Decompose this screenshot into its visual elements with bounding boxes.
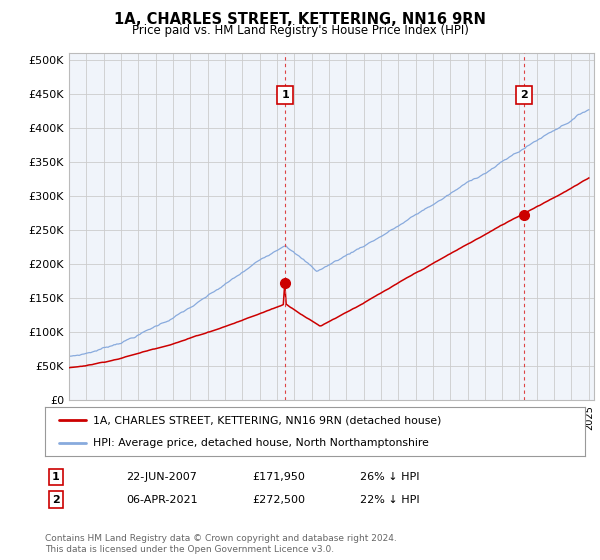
Text: 22% ↓ HPI: 22% ↓ HPI [360, 494, 419, 505]
Text: Contains HM Land Registry data © Crown copyright and database right 2024.
This d: Contains HM Land Registry data © Crown c… [45, 534, 397, 554]
Text: £171,950: £171,950 [252, 472, 305, 482]
Text: 1A, CHARLES STREET, KETTERING, NN16 9RN (detached house): 1A, CHARLES STREET, KETTERING, NN16 9RN … [92, 416, 441, 426]
Text: 26% ↓ HPI: 26% ↓ HPI [360, 472, 419, 482]
Text: 06-APR-2021: 06-APR-2021 [126, 494, 197, 505]
Text: Price paid vs. HM Land Registry's House Price Index (HPI): Price paid vs. HM Land Registry's House … [131, 24, 469, 36]
Text: HPI: Average price, detached house, North Northamptonshire: HPI: Average price, detached house, Nort… [92, 438, 428, 448]
Text: 2: 2 [520, 90, 528, 100]
Text: £272,500: £272,500 [252, 494, 305, 505]
Text: 1A, CHARLES STREET, KETTERING, NN16 9RN: 1A, CHARLES STREET, KETTERING, NN16 9RN [114, 12, 486, 27]
Text: 22-JUN-2007: 22-JUN-2007 [126, 472, 197, 482]
Text: 2: 2 [52, 494, 59, 505]
Text: 1: 1 [52, 472, 59, 482]
Text: 1: 1 [281, 90, 289, 100]
